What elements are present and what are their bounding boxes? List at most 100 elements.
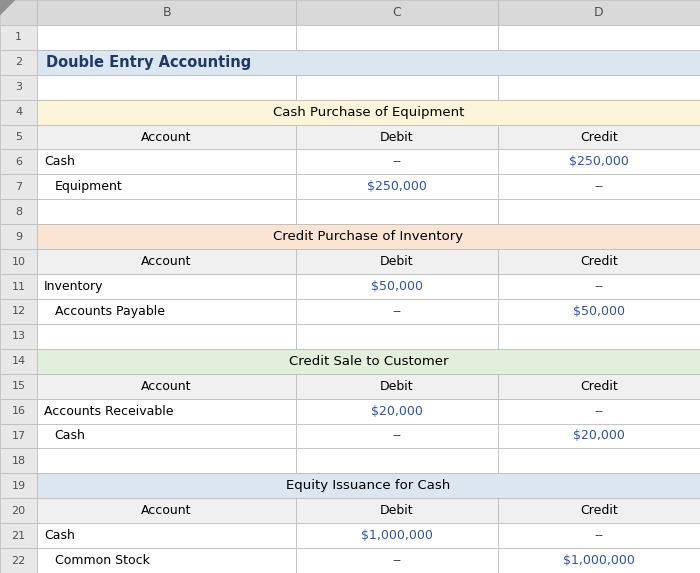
Bar	[37, 224, 296, 249]
Bar	[37, 50, 700, 74]
Text: $1,000,000: $1,000,000	[361, 529, 433, 542]
Bar	[0, 50, 37, 74]
Bar	[296, 224, 498, 249]
Text: --: --	[594, 280, 603, 293]
Text: 21: 21	[11, 531, 26, 541]
Text: Double Entry Accounting: Double Entry Accounting	[46, 55, 251, 70]
Bar	[296, 174, 498, 199]
Text: 9: 9	[15, 231, 22, 242]
Bar	[0, 150, 37, 174]
Bar	[37, 249, 296, 274]
Bar	[296, 150, 498, 174]
Bar	[498, 124, 700, 150]
Text: $50,000: $50,000	[573, 305, 625, 318]
Bar	[37, 523, 296, 548]
Polygon shape	[0, 0, 15, 15]
Bar	[37, 174, 296, 199]
Text: $20,000: $20,000	[371, 405, 423, 418]
Text: Debit: Debit	[380, 380, 414, 393]
Text: 6: 6	[15, 157, 22, 167]
Bar	[296, 50, 498, 74]
Bar	[498, 74, 700, 100]
Text: B: B	[162, 6, 171, 19]
Bar	[37, 124, 296, 150]
Bar	[498, 150, 700, 174]
Bar	[37, 374, 296, 399]
Bar	[0, 224, 37, 249]
Bar	[37, 299, 296, 324]
Bar	[498, 423, 700, 449]
Bar	[37, 473, 296, 499]
Bar	[498, 50, 700, 74]
Bar	[0, 124, 37, 150]
Bar	[296, 124, 498, 150]
Bar	[0, 374, 37, 399]
Text: --: --	[393, 155, 401, 168]
Bar	[37, 374, 296, 399]
Bar	[296, 324, 498, 349]
Text: 11: 11	[11, 281, 25, 292]
Bar	[37, 150, 296, 174]
Text: Account: Account	[141, 255, 192, 268]
Text: $250,000: $250,000	[367, 180, 427, 193]
Text: Accounts Receivable: Accounts Receivable	[44, 405, 174, 418]
Bar	[498, 523, 700, 548]
Bar	[37, 349, 296, 374]
Text: --: --	[393, 305, 401, 318]
Text: 8: 8	[15, 207, 22, 217]
Bar	[296, 349, 498, 374]
Bar	[296, 548, 498, 573]
Bar	[498, 473, 700, 499]
Text: C: C	[393, 6, 401, 19]
Text: 15: 15	[11, 381, 25, 391]
Bar	[0, 523, 37, 548]
Text: 2: 2	[15, 57, 22, 67]
Bar	[498, 100, 700, 124]
Bar	[498, 0, 700, 25]
Bar	[296, 100, 498, 124]
Bar	[498, 274, 700, 299]
Bar	[498, 249, 700, 274]
Bar	[498, 199, 700, 224]
Text: Cash: Cash	[44, 155, 75, 168]
Bar	[0, 25, 37, 50]
Text: 16: 16	[11, 406, 25, 416]
Bar	[37, 548, 296, 573]
Text: Credit: Credit	[580, 255, 617, 268]
Bar	[296, 449, 498, 473]
Bar	[296, 249, 498, 274]
Text: 12: 12	[11, 307, 26, 316]
Text: $250,000: $250,000	[569, 155, 629, 168]
Bar	[498, 548, 700, 573]
Bar	[498, 499, 700, 523]
Bar	[37, 473, 700, 499]
Text: --: --	[594, 529, 603, 542]
Bar	[37, 100, 700, 124]
Text: $1,000,000: $1,000,000	[563, 554, 635, 567]
Bar	[37, 449, 296, 473]
Bar	[296, 299, 498, 324]
Bar	[0, 274, 37, 299]
Bar	[498, 374, 700, 399]
Text: Common Stock: Common Stock	[55, 554, 150, 567]
Bar	[0, 100, 37, 124]
Bar	[0, 423, 37, 449]
Bar	[37, 423, 296, 449]
Bar	[296, 74, 498, 100]
Bar	[498, 25, 700, 50]
Text: Credit Purchase of Inventory: Credit Purchase of Inventory	[274, 230, 463, 243]
Bar	[498, 124, 700, 150]
Bar	[0, 174, 37, 199]
Bar	[0, 449, 37, 473]
Text: D: D	[594, 6, 603, 19]
Text: Account: Account	[141, 131, 192, 143]
Bar	[37, 0, 296, 25]
Text: Debit: Debit	[380, 255, 414, 268]
Text: 17: 17	[11, 431, 26, 441]
Bar	[296, 423, 498, 449]
Bar	[37, 324, 296, 349]
Text: Equipment: Equipment	[55, 180, 122, 193]
Bar	[296, 25, 498, 50]
Bar	[37, 25, 296, 50]
Bar	[498, 174, 700, 199]
